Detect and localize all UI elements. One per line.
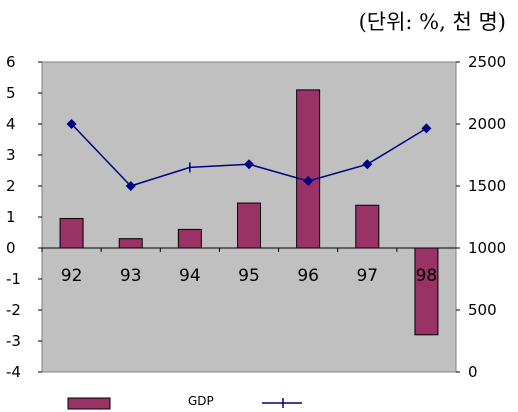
right-tick-label: 0 (468, 363, 478, 381)
line-marker-95 (244, 159, 254, 170)
unit-note: (단위: %, 천 명) (358, 10, 506, 34)
right-tick-label: 1500 (468, 177, 506, 195)
category-label-98: 98 (416, 266, 438, 286)
bar-92 (59, 218, 84, 249)
left-tick-label: 3 (6, 146, 16, 164)
left-tick-label: -2 (6, 301, 21, 319)
left-tick-label: 1 (6, 208, 16, 226)
line-marker-98 (421, 123, 432, 134)
right-tick-label: 2000 (468, 115, 506, 133)
left-tick-label: 5 (6, 84, 16, 102)
legend-label-gdp: GDP (188, 394, 214, 408)
right-tick-label: 500 (468, 301, 497, 319)
bar-96 (296, 89, 321, 249)
right-tick-label: 2500 (468, 53, 506, 71)
left-tick-label: -1 (6, 270, 21, 288)
legend-swatch-bar (67, 397, 111, 410)
category-label-96: 96 (297, 266, 319, 286)
category-labels: 92 93 94 95 96 97 98 (41, 248, 438, 286)
left-tick-label: -4 (6, 363, 21, 381)
line-marker-96 (303, 176, 314, 187)
category-label-97: 97 (356, 266, 378, 286)
category-label-94: 94 (179, 266, 201, 286)
bar-94 (177, 228, 202, 249)
bar-98 (414, 247, 439, 336)
line-marker-93 (125, 181, 136, 191)
bar-93 (118, 238, 143, 249)
left-tick-label: -3 (6, 332, 21, 350)
category-label-95: 95 (238, 266, 260, 286)
line-series (66, 119, 432, 191)
line-marker-97 (362, 159, 373, 170)
category-label-92: 92 (61, 266, 83, 286)
right-tick-label: 1000 (468, 239, 506, 257)
left-tick-label: 2 (6, 177, 16, 195)
right-axis-ticks: 2500 2000 1500 1000 500 0 (456, 53, 506, 381)
category-label-93: 93 (120, 266, 142, 286)
legend: GDP (67, 394, 302, 410)
bar-97 (355, 204, 380, 249)
left-tick-label: 0 (6, 239, 16, 257)
line-marker-92 (66, 119, 77, 129)
left-axis-ticks: 6 5 4 3 2 1 0 -1 -2 -3 -4 (6, 53, 42, 381)
bar-95 (237, 202, 261, 249)
left-tick-label: 4 (6, 115, 16, 133)
left-tick-label: 6 (6, 53, 16, 71)
